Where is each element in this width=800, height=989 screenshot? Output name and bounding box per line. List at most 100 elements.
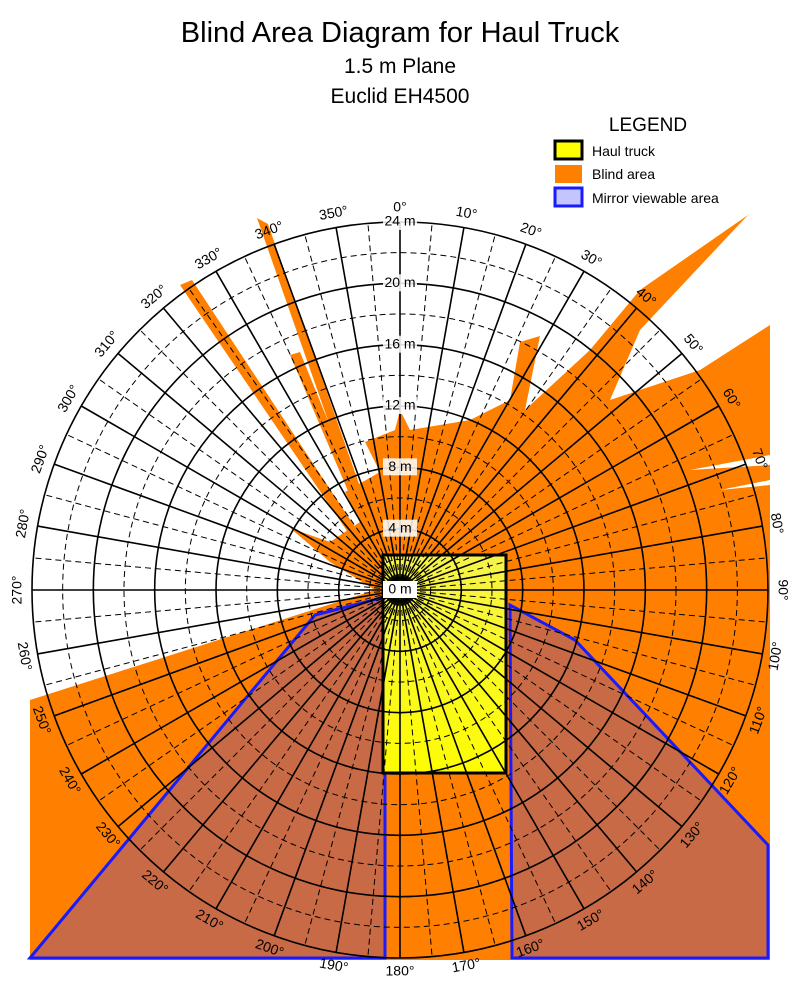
bearing-line xyxy=(399,463,747,591)
range-label-bg xyxy=(383,458,417,476)
bearing-line xyxy=(98,378,401,591)
range-label-bg xyxy=(383,213,417,230)
bearing-line xyxy=(273,589,401,937)
bearing-line xyxy=(139,329,401,591)
bearing-line xyxy=(335,589,401,953)
blind-area xyxy=(290,352,392,580)
bearing-label: 350° xyxy=(318,202,349,223)
bearing-label: 80° xyxy=(768,512,787,536)
range-label-bg xyxy=(383,274,417,292)
range-label: 0 m xyxy=(388,581,411,597)
bearing-line xyxy=(399,557,767,591)
bearing-line xyxy=(399,589,683,828)
bearing-line xyxy=(399,589,661,851)
bearing-label: 180° xyxy=(386,963,415,979)
bearing-line xyxy=(399,589,585,910)
legend-swatch xyxy=(555,165,582,183)
bearing-line xyxy=(399,352,683,591)
bearing-line xyxy=(399,589,527,937)
bearing-label: 50° xyxy=(681,330,707,357)
bearing-line xyxy=(399,243,527,591)
range-label: 20 m xyxy=(384,274,415,290)
legend-item: Mirror viewable area xyxy=(592,190,719,206)
bearing-line xyxy=(399,589,756,686)
bearing-line xyxy=(399,589,556,924)
bearing-label: 20° xyxy=(518,219,543,241)
bearing-line xyxy=(139,589,401,851)
bearing-line xyxy=(117,352,401,591)
range-label: 12 m xyxy=(384,397,415,413)
bearing-line xyxy=(53,589,401,717)
bearing-line xyxy=(33,589,401,623)
range-label-bg xyxy=(383,335,417,353)
range-label-bg xyxy=(383,519,417,537)
bearing-line xyxy=(215,589,401,910)
bearing-line xyxy=(98,589,401,802)
bearing-line xyxy=(37,525,401,591)
bearing-line xyxy=(66,589,401,746)
bearing-line xyxy=(399,589,763,655)
bearing-label: 90° xyxy=(775,579,791,600)
bearing-line xyxy=(66,434,401,591)
bearing-label: 280° xyxy=(12,508,33,539)
bearing-line xyxy=(399,589,638,873)
bearing-line xyxy=(37,589,401,655)
bearing-label: 170° xyxy=(450,955,481,976)
bearing-line xyxy=(399,589,767,623)
bearing-line xyxy=(244,256,401,591)
bearing-line xyxy=(399,589,465,953)
bearing-label: 190° xyxy=(318,955,349,976)
blind-area xyxy=(180,280,390,584)
bearing-line xyxy=(399,589,496,946)
bearing-line xyxy=(215,270,401,591)
bearing-line xyxy=(44,494,401,591)
bearing-line xyxy=(399,494,756,591)
range-label: 8 m xyxy=(388,458,411,474)
model: Euclid EH4500 xyxy=(331,85,470,108)
bearing-line xyxy=(399,525,763,591)
bearing-line xyxy=(162,307,401,591)
range-label: 4 m xyxy=(388,519,411,535)
haul-truck-outline xyxy=(381,553,508,775)
bearing-label: 0° xyxy=(393,199,406,215)
bearing-line xyxy=(399,589,734,746)
bearing-line xyxy=(80,405,401,591)
bearing-line xyxy=(244,589,401,924)
subtitle: 1.5 m Plane xyxy=(344,55,456,78)
bearing-label: 330° xyxy=(192,244,225,272)
range-label: 16 m xyxy=(384,335,415,351)
legend-swatch xyxy=(553,139,584,161)
legend-item: Blind area xyxy=(592,166,655,182)
bearing-label: 260° xyxy=(15,640,36,671)
bearing-line xyxy=(399,405,720,591)
grid xyxy=(31,221,769,959)
bearing-label: 30° xyxy=(578,246,604,270)
blind-area xyxy=(257,218,392,580)
bearing-line xyxy=(399,256,556,591)
bearing-line xyxy=(399,288,612,591)
bearing-line xyxy=(162,589,401,873)
range-label-bg xyxy=(383,581,417,598)
legend: LEGEND Haul truck Blind area Mirror view… xyxy=(553,115,719,208)
bearing-label: 290° xyxy=(27,443,52,476)
bearing-line xyxy=(399,589,747,717)
bearing-line xyxy=(399,589,702,802)
legend-title: LEGEND xyxy=(609,115,687,136)
range-label: 24 m xyxy=(384,213,415,229)
range-label-bg xyxy=(383,397,417,414)
bearing-line xyxy=(33,557,401,591)
bearing-label: 100° xyxy=(765,640,786,671)
title: Blind Area Diagram for Haul Truck xyxy=(181,17,620,49)
bearing-line xyxy=(80,589,401,775)
bearing-line xyxy=(399,589,720,775)
bearing-line xyxy=(399,270,585,591)
bearing-line xyxy=(399,434,734,591)
bearing-label: 70° xyxy=(749,446,771,471)
legend-swatch xyxy=(553,186,584,208)
bearing-line xyxy=(399,307,638,591)
bearing-line xyxy=(188,589,401,892)
bearing-label: 300° xyxy=(54,382,82,415)
bearing-line xyxy=(44,589,401,686)
bearing-line xyxy=(117,589,401,828)
